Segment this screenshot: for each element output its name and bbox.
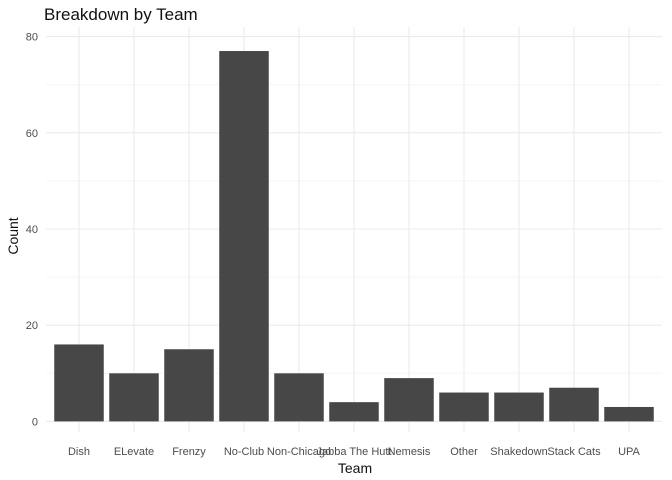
x-tick-label: UPA: [618, 446, 640, 458]
x-tick-label: Non-Chicago: [267, 446, 331, 458]
bar-stack-cats: [549, 387, 599, 422]
bar-nemesis: [384, 378, 434, 422]
x-tick-label: Frenzy: [172, 446, 206, 458]
x-tick-label: ELevate: [114, 446, 154, 458]
grid: [46, 27, 662, 432]
y-tick-label: 80: [26, 32, 38, 44]
y-tick-label: 0: [32, 416, 38, 428]
y-tick-labels: 0 20 40 60 80: [26, 32, 38, 429]
y-axis-title: Count: [5, 217, 21, 254]
bar-non-chicago: [274, 373, 324, 422]
bar-upa: [604, 406, 654, 422]
bar-jabba-the-hutt: [329, 402, 379, 422]
x-tick-label: Jabba The Hutt: [316, 446, 391, 458]
y-tick-label: 20: [26, 320, 38, 332]
bar-frenzy: [164, 349, 214, 422]
bar-dish: [54, 344, 104, 422]
bar-other: [439, 392, 489, 422]
bars: [54, 51, 654, 422]
x-tick-label: No-Club: [224, 446, 264, 458]
x-tick-label: Dish: [68, 446, 90, 458]
x-axis-title: Team: [338, 460, 372, 476]
bar-no-club: [219, 51, 269, 422]
x-tick-label: Other: [450, 446, 478, 458]
x-tick-label: Shakedown: [490, 446, 548, 458]
y-tick-label: 40: [26, 224, 38, 236]
x-tick-labels: Dish ELevate Frenzy No-Club Non-ChicagoJabba…: [68, 446, 641, 458]
bar-elevate: [109, 373, 159, 422]
bar-shakedown: [494, 392, 544, 422]
chart-title: Breakdown by Team: [44, 5, 198, 24]
y-tick-label: 60: [26, 128, 38, 140]
x-tick-label: Nemesis: [388, 446, 431, 458]
x-tick-label: Stack Cats: [547, 446, 601, 458]
